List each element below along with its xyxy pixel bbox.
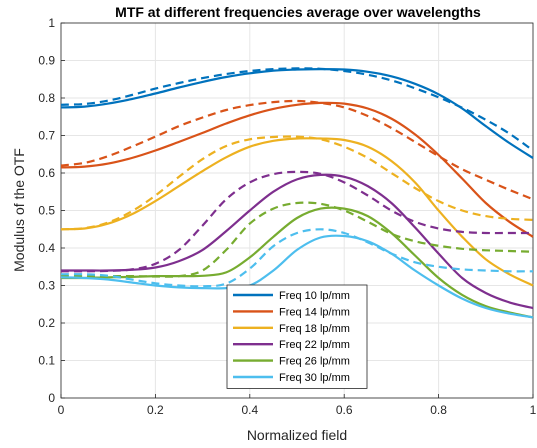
series-5-dashed-line <box>60 228 534 288</box>
series-1-dashed-line <box>60 99 534 201</box>
legend-entry: Freq 26 lp/mm <box>279 356 350 368</box>
legend-entry: Freq 14 lp/mm <box>279 306 350 318</box>
y-tick-label: 0.4 <box>38 241 55 255</box>
y-axis-ticks: 0 0.1 0.2 0.3 0.4 0.5 0.6 0.7 0.8 0.9 1 <box>38 16 65 405</box>
y-tick-label: 0.1 <box>38 354 55 368</box>
series-1-solid-line <box>60 101 534 238</box>
x-tick-label: 0.6 <box>336 403 353 417</box>
x-axis-label: Normalized field <box>247 427 347 443</box>
x-tick-label: 0 <box>58 403 65 417</box>
x-tick-label: 0.8 <box>430 403 447 417</box>
x-tick-label: 0.2 <box>147 403 164 417</box>
series-2-dashed-line <box>60 135 534 231</box>
y-tick-label: 0.2 <box>38 316 55 330</box>
legend-entry: Freq 10 lp/mm <box>279 290 350 302</box>
legend-box <box>226 284 368 389</box>
chart-title: MTF at different frequencies average ove… <box>115 4 481 20</box>
series-4-solid-line <box>60 206 534 319</box>
legend-entry: Freq 18 lp/mm <box>279 323 350 335</box>
series-4-dashed-line <box>61 201 534 278</box>
y-tick-label: 0.3 <box>38 279 55 293</box>
series-3-solid-line <box>60 173 534 310</box>
x-tick-label: 1 <box>530 403 537 417</box>
y-tick-label: 0.8 <box>38 91 55 105</box>
series-0-solid-line <box>60 67 534 159</box>
series-5-solid-line <box>60 234 534 319</box>
x-tick-label: 0.4 <box>241 403 258 417</box>
legend-entry: Freq 22 lp/mm <box>279 339 350 351</box>
y-tick-label: 1 <box>48 16 55 30</box>
series-2-solid-line <box>60 137 534 287</box>
x-axis-ticks: 0 0.2 0.4 0.6 0.8 1 <box>58 394 537 417</box>
series-lines <box>60 67 534 319</box>
y-tick-label: 0.9 <box>38 54 55 68</box>
y-tick-label: 0.6 <box>38 166 55 180</box>
y-axis-label: Modulus of the OTF <box>11 148 27 272</box>
y-tick-label: 0.5 <box>38 204 55 218</box>
legend-entry: Freq 30 lp/mm <box>279 372 350 384</box>
chart-legend: Freq 10 lp/mm Freq 14 lp/mm Freq 18 lp/mm F… <box>226 284 368 389</box>
y-tick-label: 0 <box>48 391 55 405</box>
series-3-dashed-line <box>60 170 533 273</box>
y-tick-label: 0.7 <box>38 129 55 143</box>
